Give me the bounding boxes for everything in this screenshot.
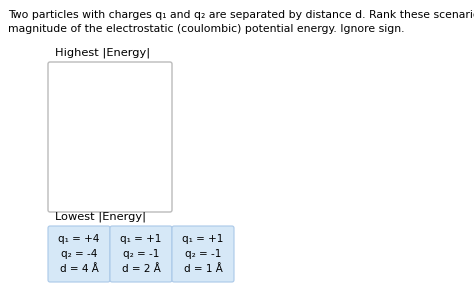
FancyBboxPatch shape xyxy=(48,62,172,212)
Text: d = 4 Å: d = 4 Å xyxy=(60,264,99,274)
Text: q₂ = -1: q₂ = -1 xyxy=(123,249,159,259)
Text: q₂ = -4: q₂ = -4 xyxy=(61,249,97,259)
FancyBboxPatch shape xyxy=(172,226,234,282)
Text: Lowest |Energy|: Lowest |Energy| xyxy=(55,212,146,223)
Text: q₁ = +1: q₁ = +1 xyxy=(182,234,224,244)
Text: magnitude of the electrostatic (coulombic) potential energy. Ignore sign.: magnitude of the electrostatic (coulombi… xyxy=(8,24,404,34)
Text: q₁ = +1: q₁ = +1 xyxy=(120,234,162,244)
Text: d = 2 Å: d = 2 Å xyxy=(122,264,160,274)
Text: Two particles with charges q₁ and q₂ are separated by distance d. Rank these sce: Two particles with charges q₁ and q₂ are… xyxy=(8,10,474,20)
Text: q₁ = +4: q₁ = +4 xyxy=(58,234,100,244)
Text: q₂ = -1: q₂ = -1 xyxy=(185,249,221,259)
FancyBboxPatch shape xyxy=(48,226,110,282)
Text: d = 1 Å: d = 1 Å xyxy=(183,264,222,274)
FancyBboxPatch shape xyxy=(110,226,172,282)
Text: Highest |Energy|: Highest |Energy| xyxy=(55,48,150,59)
